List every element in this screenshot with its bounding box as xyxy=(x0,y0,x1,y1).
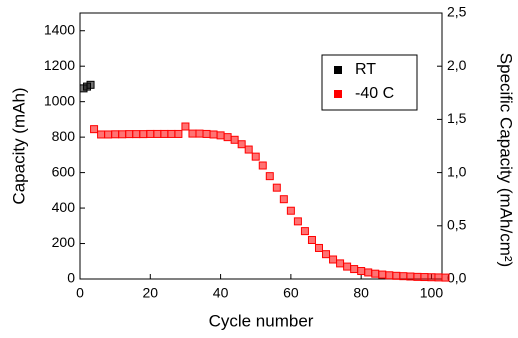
x-tick-label: 20 xyxy=(143,285,159,301)
point xyxy=(371,269,380,278)
point xyxy=(160,129,169,138)
point xyxy=(216,131,225,140)
point xyxy=(202,129,211,138)
y2-tick-label: 0,5 xyxy=(447,217,467,233)
legend-label: -40 C xyxy=(355,85,394,102)
y-tick-label: 1000 xyxy=(44,92,75,108)
point xyxy=(174,129,183,138)
point xyxy=(111,130,120,139)
point xyxy=(265,172,274,181)
point xyxy=(413,272,422,281)
point xyxy=(350,265,359,274)
point xyxy=(181,122,190,131)
x-tick-label: 100 xyxy=(420,285,444,301)
y2-tick-label: 2,5 xyxy=(447,4,467,20)
point xyxy=(132,130,141,139)
point xyxy=(272,183,281,192)
point xyxy=(118,130,127,139)
legend-marker xyxy=(334,66,342,74)
point xyxy=(86,80,95,89)
legend-marker xyxy=(334,90,342,98)
x-tick-label: 60 xyxy=(283,285,299,301)
point xyxy=(314,243,323,252)
point xyxy=(97,130,106,139)
point xyxy=(392,271,401,280)
point xyxy=(322,250,331,259)
point xyxy=(104,130,113,139)
point xyxy=(244,145,253,154)
point xyxy=(406,272,415,281)
point xyxy=(258,161,267,170)
point xyxy=(286,206,295,215)
x-tick-label: 80 xyxy=(353,285,369,301)
x-tick-label: 0 xyxy=(76,285,84,301)
point xyxy=(139,130,148,139)
point xyxy=(146,129,155,138)
legend-box xyxy=(321,54,418,111)
point xyxy=(125,130,134,139)
legend-label: RT xyxy=(355,61,376,78)
point xyxy=(153,129,162,138)
point xyxy=(336,259,345,268)
point xyxy=(434,273,443,282)
point xyxy=(293,217,302,226)
y2-axis-label: Specific Capacity (mAh/cm²) xyxy=(497,53,516,267)
point xyxy=(357,267,366,276)
y-tick-label: 0 xyxy=(67,270,75,286)
point xyxy=(385,271,394,280)
y2-tick-label: 1,5 xyxy=(447,110,467,126)
point xyxy=(195,129,204,138)
point xyxy=(378,270,387,279)
x-tick-label: 40 xyxy=(213,285,229,301)
y2-tick-label: 2,0 xyxy=(447,57,467,73)
point xyxy=(364,268,373,277)
x-axis-label: Cycle number xyxy=(209,311,314,330)
point xyxy=(307,235,316,244)
point xyxy=(209,130,218,139)
y2-tick-label: 1,0 xyxy=(447,163,467,179)
y-tick-label: 1200 xyxy=(44,57,75,73)
point xyxy=(251,152,260,161)
y2-tick-label: 0,0 xyxy=(447,270,467,286)
point xyxy=(441,273,450,282)
point xyxy=(427,273,436,282)
point xyxy=(237,140,246,149)
y-tick-label: 800 xyxy=(52,128,76,144)
point xyxy=(223,133,232,142)
y-axis-label: Capacity (mAh) xyxy=(9,87,28,204)
y-tick-label: 1400 xyxy=(44,21,75,37)
point xyxy=(188,129,197,138)
y-tick-label: 400 xyxy=(52,199,76,215)
point xyxy=(167,129,176,138)
point xyxy=(343,262,352,271)
plot-frame xyxy=(79,12,443,280)
point xyxy=(300,227,309,236)
point xyxy=(420,273,429,282)
point xyxy=(230,135,239,144)
y-tick-label: 600 xyxy=(52,163,76,179)
y-tick-label: 200 xyxy=(52,234,76,250)
point xyxy=(279,195,288,204)
point xyxy=(90,125,99,134)
point xyxy=(329,255,338,264)
point xyxy=(399,272,408,281)
